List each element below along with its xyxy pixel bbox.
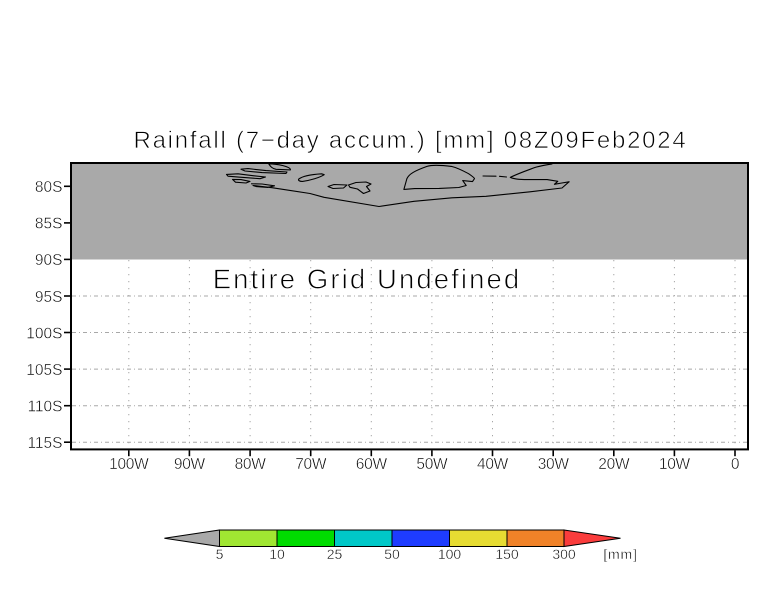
svg-text:25: 25 bbox=[327, 546, 343, 562]
svg-text:110S: 110S bbox=[27, 399, 62, 416]
svg-text:40W: 40W bbox=[477, 456, 509, 473]
svg-text:80W: 80W bbox=[235, 456, 267, 473]
svg-text:105S: 105S bbox=[26, 362, 62, 379]
svg-text:100S: 100S bbox=[26, 325, 62, 342]
svg-text:90S: 90S bbox=[35, 252, 63, 269]
svg-text:50: 50 bbox=[384, 546, 400, 562]
svg-text:50W: 50W bbox=[416, 456, 448, 473]
svg-text:300: 300 bbox=[552, 546, 576, 562]
svg-text:95S: 95S bbox=[35, 289, 63, 306]
svg-text:[mm]: [mm] bbox=[603, 546, 637, 562]
svg-text:30W: 30W bbox=[538, 456, 570, 473]
svg-text:10W: 10W bbox=[659, 456, 691, 473]
svg-text:Rainfall (7−day accum.) [mm] 0: Rainfall (7−day accum.) [mm] 08Z09Feb202… bbox=[134, 127, 688, 154]
svg-text:10: 10 bbox=[269, 546, 285, 562]
svg-text:Entire Grid Undefined: Entire Grid Undefined bbox=[213, 264, 522, 295]
svg-text:20W: 20W bbox=[598, 456, 630, 473]
svg-text:60W: 60W bbox=[356, 456, 388, 473]
svg-text:100: 100 bbox=[438, 546, 462, 562]
svg-text:90W: 90W bbox=[174, 456, 206, 473]
svg-text:100W: 100W bbox=[109, 456, 149, 473]
svg-text:70W: 70W bbox=[295, 456, 327, 473]
svg-text:115S: 115S bbox=[27, 435, 62, 452]
svg-text:80S: 80S bbox=[35, 179, 63, 196]
svg-text:0: 0 bbox=[731, 456, 740, 473]
svg-text:150: 150 bbox=[495, 546, 519, 562]
svg-text:5: 5 bbox=[216, 546, 224, 562]
svg-text:85S: 85S bbox=[35, 216, 63, 233]
